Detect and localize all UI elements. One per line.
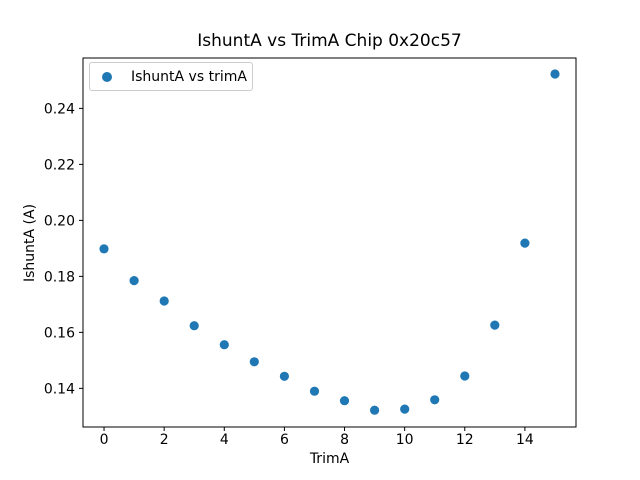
y-tick-label: 0.16 [44,325,75,341]
data-point [159,296,169,306]
legend: IshuntA vs trimA [89,62,253,91]
data-point [550,69,560,79]
data-point [490,320,500,330]
chart-title: IshuntA vs TrimA Chip 0x20c57 [197,31,462,51]
axes-frame [82,57,577,428]
y-tick-label: 0.20 [44,213,75,229]
legend-marker-dot [102,71,112,82]
data-point [520,238,530,248]
data-point [370,405,380,415]
x-tick-label: 12 [456,432,474,448]
legend-label: IshuntA vs trimA [131,68,247,85]
y-tick-label: 0.18 [44,269,75,285]
data-point [339,396,350,406]
x-axis-label: TrimA [309,451,350,467]
x-tick-label: 0 [100,432,109,448]
data-point [249,357,259,367]
x-tick-label: 14 [516,432,534,448]
x-tick-label: 10 [396,432,414,448]
data-point [189,321,199,331]
x-tick-label: 4 [220,432,229,448]
x-tick-label: 6 [280,432,289,448]
data-point [460,371,470,381]
data-point [99,244,109,254]
data-point [430,395,440,405]
y-tick-label: 0.24 [44,101,75,117]
y-tick-label: 0.14 [44,381,75,397]
x-tick-label: 2 [160,432,169,448]
data-point [400,404,410,414]
data-point [279,371,289,381]
y-tick-label: 0.22 [44,157,75,173]
data-point [129,276,139,286]
x-tick-label: 8 [340,432,349,448]
data-point [309,386,320,396]
data-point [219,340,229,350]
